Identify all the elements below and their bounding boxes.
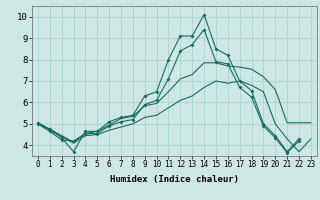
X-axis label: Humidex (Indice chaleur): Humidex (Indice chaleur) xyxy=(110,175,239,184)
